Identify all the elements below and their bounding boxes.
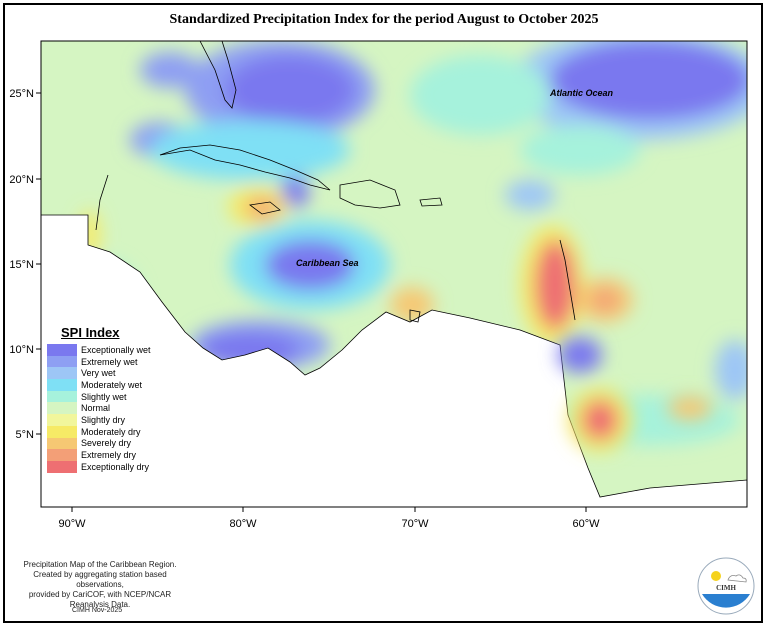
legend-label: Extremely wet bbox=[81, 356, 138, 367]
cimh-logo: CIMH bbox=[697, 557, 755, 615]
legend-swatch bbox=[47, 414, 77, 426]
legend-label: Normal bbox=[81, 403, 111, 414]
legend-swatch bbox=[47, 460, 77, 473]
legend-swatch bbox=[47, 449, 77, 461]
legend-title: SPI Index bbox=[61, 325, 120, 340]
map-title: Standardized Precipitation Index for the… bbox=[169, 12, 599, 27]
lat-tick-label: 25°N bbox=[9, 88, 34, 100]
svg-text:CIMH: CIMH bbox=[716, 584, 736, 592]
legend-item: Very wet bbox=[47, 367, 175, 380]
no-data-land bbox=[41, 214, 747, 507]
legend-item: Exceptionally dry bbox=[47, 460, 175, 473]
legend-item: Slightly dry bbox=[47, 414, 175, 426]
credit-line: Created by aggregating station based obs… bbox=[33, 570, 167, 589]
spi-legend: SPI Index Exceptionally wet Extremely wet… bbox=[47, 325, 175, 475]
map-credit: Precipitation Map of the Caribbean Regio… bbox=[10, 560, 190, 610]
lat-tick-label: 20°N bbox=[9, 174, 34, 186]
credit-line: provided by CariCOF, with NCEP/NCAR Rean… bbox=[28, 590, 172, 609]
spi-field-land bbox=[558, 337, 712, 452]
legend-label: Slightly wet bbox=[81, 391, 127, 402]
legend-label: Exceptionally wet bbox=[81, 344, 151, 355]
credit-line: Precipitation Map of the Caribbean Regio… bbox=[23, 560, 177, 569]
legend-label: Slightly dry bbox=[81, 414, 126, 425]
legend-swatch bbox=[47, 437, 77, 450]
legend-swatch bbox=[47, 367, 77, 380]
waves-icon bbox=[702, 594, 750, 608]
atlantic-ocean-label: Atlantic Ocean bbox=[549, 88, 614, 98]
legend-label: Severely dry bbox=[81, 438, 132, 449]
sun-icon bbox=[711, 571, 721, 581]
coastlines bbox=[95, 41, 576, 323]
cloud-icon bbox=[727, 574, 747, 583]
legend-label: Extremely dry bbox=[81, 450, 137, 461]
map-border bbox=[40, 40, 748, 508]
legend-label: Moderately dry bbox=[81, 426, 141, 437]
lon-tick-label: 60°W bbox=[572, 518, 600, 530]
page-frame bbox=[3, 3, 763, 623]
legend-item: Exceptionally wet bbox=[47, 344, 175, 356]
legend-item: Moderately wet bbox=[47, 379, 175, 391]
lon-tick-label: 90°W bbox=[58, 518, 86, 530]
legend-label: Very wet bbox=[81, 368, 116, 379]
lon-tick-label: 70°W bbox=[401, 518, 429, 530]
legend-item: Extremely dry bbox=[47, 449, 175, 461]
lat-tick-label: 10°N bbox=[9, 344, 34, 356]
legend-swatch bbox=[47, 344, 77, 356]
lat-tick-label: 15°N bbox=[9, 259, 34, 271]
legend-item: Slightly wet bbox=[47, 390, 175, 403]
legend-item: Moderately dry bbox=[47, 425, 175, 438]
lat-tick-label: 5°N bbox=[16, 429, 35, 441]
date-stamp: CIMH Nov-2025 bbox=[72, 607, 123, 614]
legend-swatch bbox=[47, 425, 77, 438]
legend-swatch bbox=[47, 355, 77, 368]
legend-label: Exceptionally dry bbox=[81, 461, 150, 472]
lon-ticks: 90°W 80°W 70°W 60°W bbox=[58, 507, 600, 530]
legend-swatch bbox=[47, 379, 77, 391]
legend-swatch bbox=[47, 402, 77, 415]
legend-label: Moderately wet bbox=[81, 379, 143, 390]
legend-item: Normal bbox=[47, 402, 175, 415]
legend-item: Extremely wet bbox=[47, 355, 175, 368]
lon-tick-label: 80°W bbox=[229, 518, 257, 530]
legend-swatch bbox=[47, 390, 77, 403]
legend-item: Severely dry bbox=[47, 437, 175, 450]
caribbean-sea-label: Caribbean Sea bbox=[296, 258, 359, 268]
lat-ticks: 25°N 20°N 15°N 10°N 5°N bbox=[9, 88, 41, 441]
